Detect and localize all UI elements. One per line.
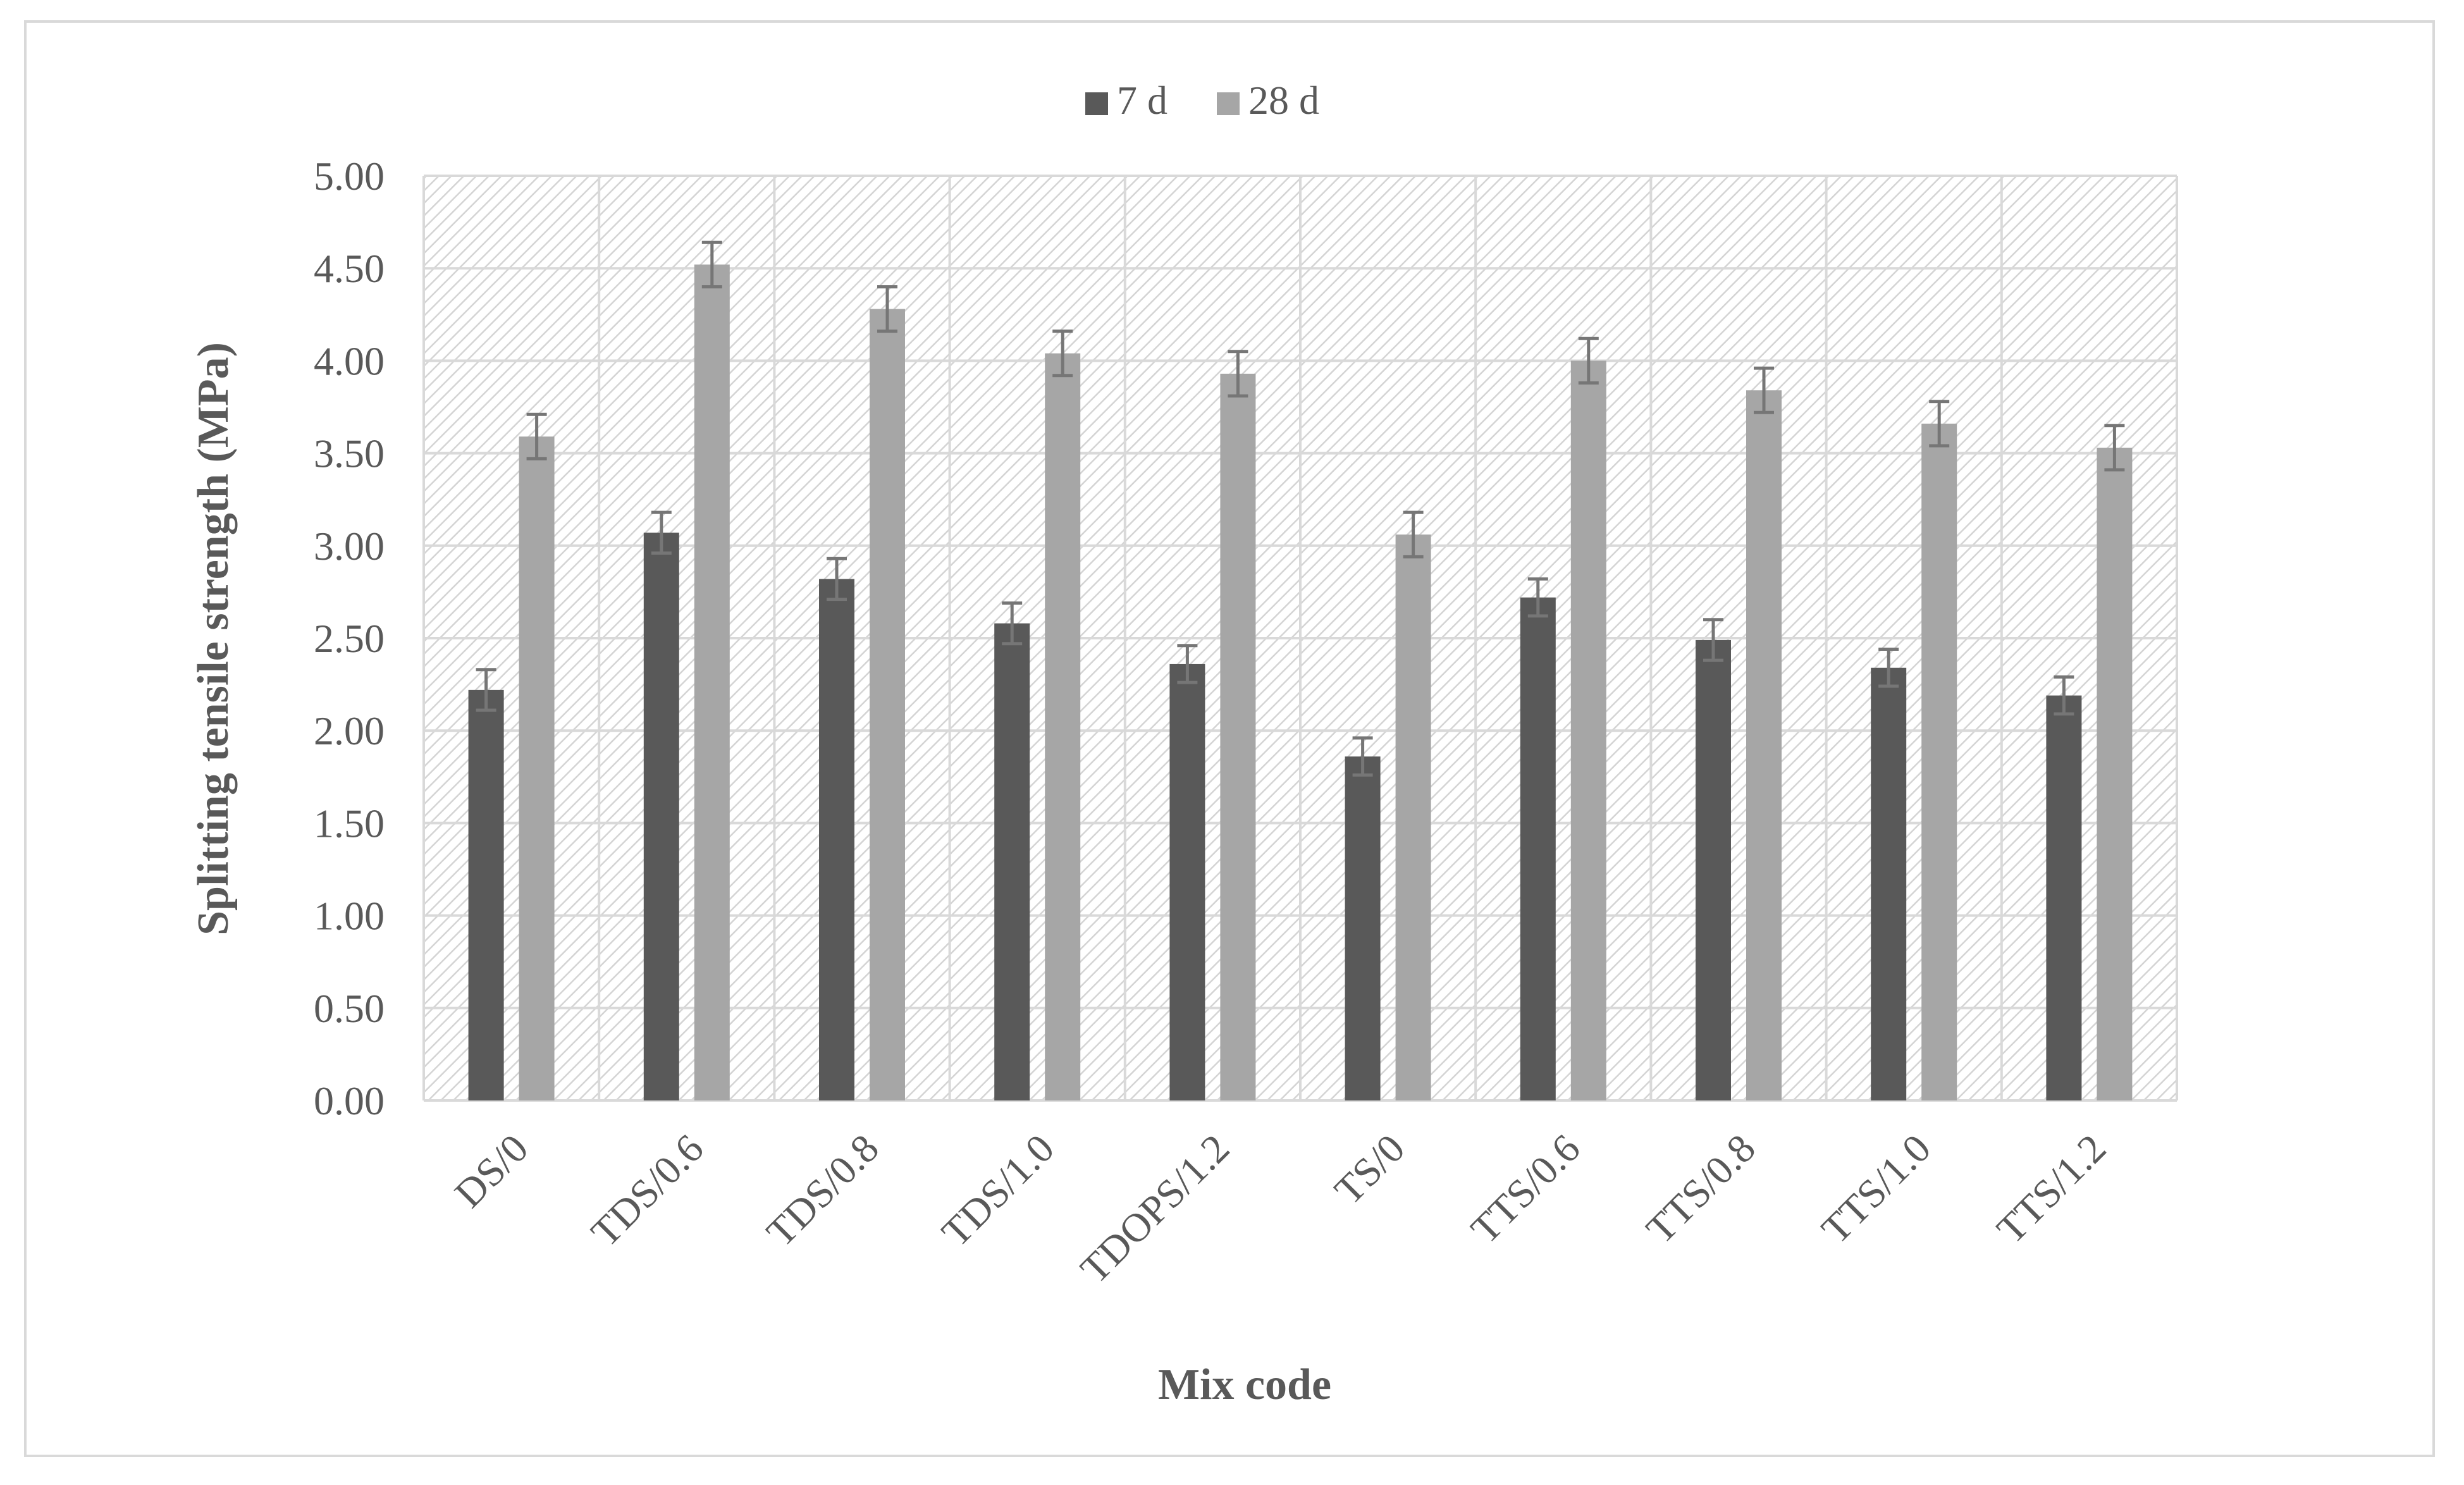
y-tick-label: 2.00 <box>314 708 385 753</box>
y-tick-label: 1.00 <box>314 894 385 939</box>
x-tick-label: TTS/0.6 <box>1462 1126 1589 1252</box>
x-tick-label: TTS/1.0 <box>1813 1126 1939 1252</box>
y-tick-label: 0.50 <box>314 986 385 1031</box>
y-tick-label: 4.00 <box>314 338 385 383</box>
bar-7d-4 <box>1169 663 1205 1100</box>
error-bar-28d-9 <box>2104 424 2125 472</box>
error-bar-7d-1 <box>651 510 672 555</box>
bar-7d-3 <box>994 623 1030 1100</box>
error-bar-7d-9 <box>2054 675 2074 716</box>
error-bars <box>476 240 2125 777</box>
bar-7d-9 <box>2046 695 2082 1100</box>
bar-28d-5 <box>1395 534 1431 1100</box>
bar-7d-5 <box>1345 756 1381 1100</box>
error-bar-28d-8 <box>1929 400 1950 448</box>
bar-28d-1 <box>694 264 730 1100</box>
bar-7d-1 <box>643 533 679 1100</box>
bar-28d-2 <box>870 309 905 1100</box>
bar-28d-4 <box>1220 373 1256 1101</box>
legend-swatch-28d <box>1217 92 1240 115</box>
x-tick-label: DS/0 <box>446 1126 536 1216</box>
error-bar-28d-4 <box>1228 350 1248 398</box>
x-tick-label: TDOPS/1.2 <box>1072 1126 1238 1292</box>
bars <box>468 264 2133 1101</box>
y-tick-label: 0.00 <box>314 1078 385 1123</box>
error-bar-28d-5 <box>1403 510 1424 558</box>
legend-label-28d: 28 d <box>1248 78 1319 123</box>
bar-7d-0 <box>468 689 504 1100</box>
error-bar-7d-7 <box>1703 618 1723 662</box>
bar-7d-8 <box>1871 667 1907 1100</box>
x-tick-label: TTS/1.2 <box>1988 1126 2114 1252</box>
error-bar-28d-3 <box>1052 330 1073 378</box>
error-bar-28d-7 <box>1754 366 1774 414</box>
error-bar-7d-4 <box>1177 644 1198 684</box>
error-bar-28d-1 <box>701 240 722 288</box>
legend-label-7d: 7 d <box>1117 78 1167 123</box>
x-tick-labels: DS/0 TDS/0.6 TDS/0.8 TDS/1.0 TDOPS/1.2 TS/0 TT… <box>446 1126 2114 1292</box>
error-bar-28d-6 <box>1578 336 1599 385</box>
bar-28d-3 <box>1045 353 1081 1100</box>
y-axis-title: Splitting tensile strength (MPa) <box>189 342 238 935</box>
y-tick-label: 4.50 <box>314 246 385 291</box>
legend-swatch-7d <box>1085 92 1108 115</box>
x-tick-label: TDS/0.8 <box>758 1126 887 1255</box>
bar-28d-9 <box>2097 447 2133 1100</box>
legend: 7 d 28 d <box>1085 78 1319 123</box>
error-bar-28d-2 <box>877 285 897 333</box>
error-bar-7d-8 <box>1878 648 1899 688</box>
error-bar-7d-6 <box>1527 577 1548 618</box>
bar-28d-0 <box>519 436 555 1101</box>
y-tick-labels: 0.00 0.50 1.00 1.50 2.00 2.50 3.00 3.50 4.00 4.50… <box>314 154 385 1123</box>
x-tick-label: TDS/0.6 <box>582 1126 712 1255</box>
y-tick-label: 1.50 <box>314 801 385 846</box>
bar-7d-6 <box>1520 597 1556 1100</box>
y-tick-label: 2.50 <box>314 616 385 661</box>
bar-28d-8 <box>1921 423 1957 1101</box>
error-bar-28d-0 <box>526 412 547 460</box>
bar-7d-2 <box>819 579 854 1100</box>
error-bar-7d-3 <box>1002 601 1023 646</box>
bar-7d-7 <box>1696 639 1731 1100</box>
y-tick-label: 3.00 <box>314 524 385 569</box>
x-tick-label: TS/0 <box>1326 1126 1413 1213</box>
bar-28d-6 <box>1570 360 1606 1100</box>
error-bar-7d-2 <box>827 557 847 601</box>
x-axis-title: Mix code <box>1158 1360 1331 1409</box>
error-bar-7d-0 <box>476 668 496 712</box>
bar-28d-7 <box>1746 390 1782 1100</box>
y-tick-label: 5.00 <box>314 154 385 199</box>
x-tick-label: TTS/0.8 <box>1637 1126 1764 1252</box>
x-tick-label: TDS/1.0 <box>933 1126 1063 1255</box>
error-bar-7d-5 <box>1352 736 1373 777</box>
y-tick-label: 3.50 <box>314 431 385 476</box>
